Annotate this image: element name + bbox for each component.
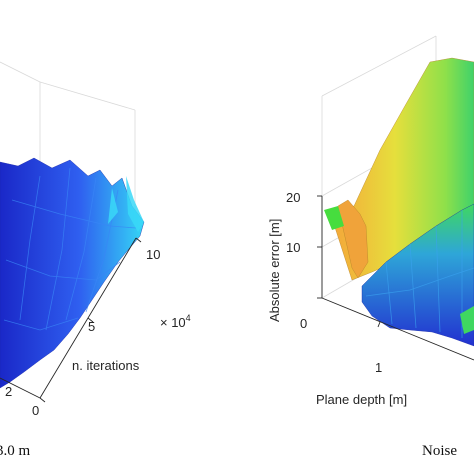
left-y-tick-label-0: 0 — [32, 403, 39, 418]
left-y-tick-0 — [39, 397, 46, 403]
right-caption: Noise — [422, 443, 457, 459]
left-surface-ridges — [3, 167, 137, 331]
right-z-tick-label-10: 10 — [286, 240, 300, 255]
right-surface-green-edge — [460, 306, 474, 334]
right-box-top — [321, 35, 437, 97]
left-y-tick-10 — [135, 237, 142, 243]
right-x-axis-line — [321, 297, 474, 361]
left-y-tick-label-10: 10 — [146, 247, 160, 262]
right-surface-front-ridges — [365, 210, 474, 338]
left-y-multiplier-base: × 10 — [160, 315, 186, 330]
right-x-tick-label-1: 1 — [375, 360, 382, 375]
right-surface-panel: 20 10 0 Absolute error [m] 1 Plane depth… — [267, 35, 474, 459]
right-x-axis-label: Plane depth [m] — [316, 392, 407, 407]
right-surface-green-notch — [324, 206, 344, 230]
left-y-axis-label: n. iterations — [72, 358, 140, 373]
left-y-tick-5 — [87, 317, 94, 323]
right-surface-spike — [337, 199, 369, 279]
right-surface-back — [329, 57, 474, 281]
right-z-tick-label-0: 0 — [300, 316, 307, 331]
left-x-tick-label-2: 2 — [5, 384, 12, 399]
left-x-axis-line — [0, 377, 41, 399]
left-caption: 3.0 m — [0, 443, 31, 459]
left-surface — [0, 157, 145, 389]
right-z-axis-label: Absolute error [m] — [267, 219, 282, 322]
right-z-tick-label-20: 20 — [286, 190, 300, 205]
left-y-multiplier: × 104 — [160, 313, 191, 330]
right-surface-front — [361, 203, 474, 347]
left-y-multiplier-exp: 4 — [186, 313, 191, 323]
left-surface-panel: 10 5 0 × 104 n. iterations 2 3.0 m — [0, 61, 191, 459]
right-x-tick-1 — [377, 321, 381, 328]
left-box-top — [39, 81, 136, 111]
left-y-tick-label-5: 5 — [88, 319, 95, 334]
left-surface-highlights — [108, 176, 144, 232]
